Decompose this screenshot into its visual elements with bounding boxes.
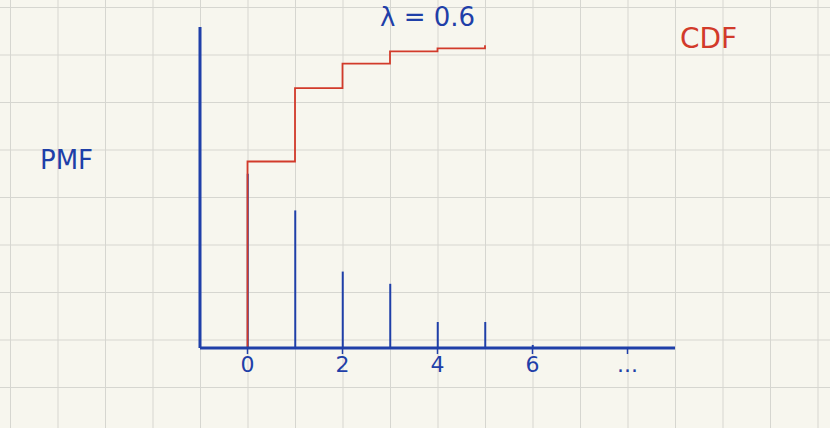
svg-text:4: 4 (431, 352, 445, 377)
html-text:CDF: CDF (680, 22, 738, 55)
svg-text:6: 6 (526, 352, 540, 377)
svg-text:2: 2 (336, 352, 350, 377)
svg-text:0: 0 (241, 352, 255, 377)
svg-text:...: ... (617, 352, 638, 377)
html-text:PMF: PMF (40, 145, 94, 175)
html-text:λ = 0.6: λ = 0.6 (380, 2, 476, 32)
